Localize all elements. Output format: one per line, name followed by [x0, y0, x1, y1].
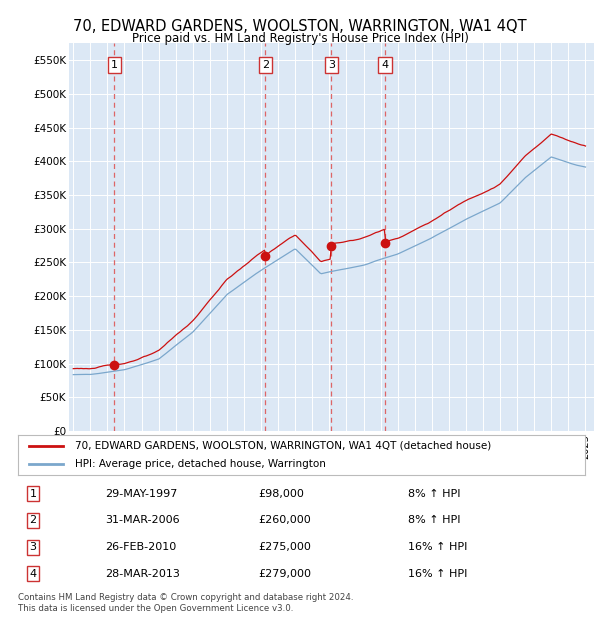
Text: Price paid vs. HM Land Registry's House Price Index (HPI): Price paid vs. HM Land Registry's House … [131, 32, 469, 45]
Text: 70, EDWARD GARDENS, WOOLSTON, WARRINGTON, WA1 4QT: 70, EDWARD GARDENS, WOOLSTON, WARRINGTON… [73, 19, 527, 33]
Text: 3: 3 [29, 542, 37, 552]
Text: HPI: Average price, detached house, Warrington: HPI: Average price, detached house, Warr… [75, 459, 326, 469]
Text: Contains HM Land Registry data © Crown copyright and database right 2024.
This d: Contains HM Land Registry data © Crown c… [18, 593, 353, 613]
Text: 1: 1 [111, 60, 118, 70]
Text: £260,000: £260,000 [258, 515, 311, 526]
Text: 8% ↑ HPI: 8% ↑ HPI [408, 489, 461, 499]
Text: 3: 3 [328, 60, 335, 70]
Text: 28-MAR-2013: 28-MAR-2013 [105, 569, 180, 579]
Text: 8% ↑ HPI: 8% ↑ HPI [408, 515, 461, 526]
Text: 4: 4 [381, 60, 388, 70]
Text: 31-MAR-2006: 31-MAR-2006 [105, 515, 179, 526]
Text: 4: 4 [29, 569, 37, 579]
Text: 29-MAY-1997: 29-MAY-1997 [105, 489, 178, 499]
Text: 2: 2 [262, 60, 269, 70]
Text: 1: 1 [29, 489, 37, 499]
Text: £98,000: £98,000 [258, 489, 304, 499]
Text: £275,000: £275,000 [258, 542, 311, 552]
Text: 26-FEB-2010: 26-FEB-2010 [105, 542, 176, 552]
Text: 70, EDWARD GARDENS, WOOLSTON, WARRINGTON, WA1 4QT (detached house): 70, EDWARD GARDENS, WOOLSTON, WARRINGTON… [75, 440, 491, 451]
Text: 16% ↑ HPI: 16% ↑ HPI [408, 569, 467, 579]
Text: £279,000: £279,000 [258, 569, 311, 579]
Text: 2: 2 [29, 515, 37, 526]
Text: 16% ↑ HPI: 16% ↑ HPI [408, 542, 467, 552]
